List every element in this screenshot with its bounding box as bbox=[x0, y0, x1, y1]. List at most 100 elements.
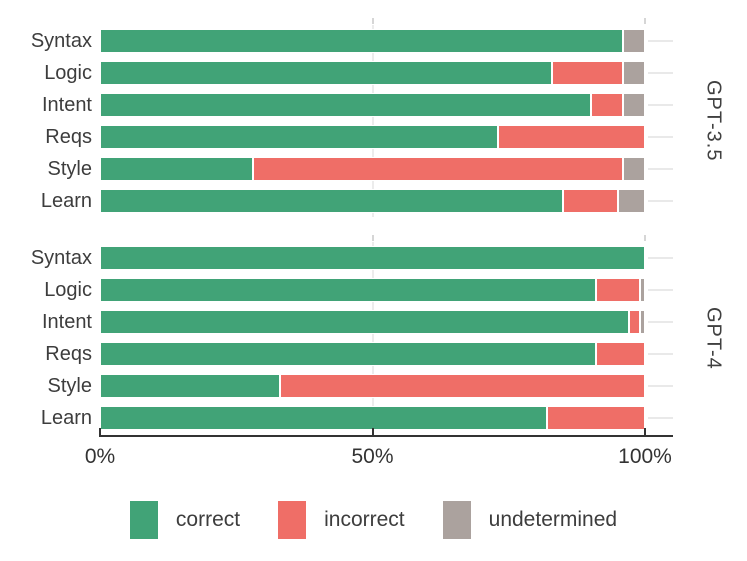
bar-row: Intent bbox=[0, 89, 747, 121]
x-axis-tick bbox=[371, 428, 374, 435]
row-right-tick bbox=[648, 168, 673, 170]
row-right-tick bbox=[648, 353, 673, 355]
bar-segment-incorrect bbox=[563, 189, 618, 213]
bar-segment-undetermined bbox=[623, 29, 645, 53]
facet-panel: Syntax Logic Intent Reqs Style Learn GPT-3.5 bbox=[0, 18, 747, 217]
bar-segment-incorrect bbox=[279, 374, 645, 398]
bar-row: Style bbox=[0, 370, 747, 402]
legend: correct incorrect undetermined bbox=[0, 499, 747, 541]
bar-track bbox=[100, 374, 645, 398]
x-axis-line bbox=[99, 435, 673, 437]
legend-item: incorrect bbox=[278, 501, 405, 539]
bar-segment-incorrect bbox=[546, 406, 645, 430]
bar-track bbox=[100, 310, 645, 334]
gridline-50 bbox=[371, 25, 374, 217]
x-axis-tick bbox=[99, 428, 101, 435]
category-label: Learn bbox=[40, 190, 92, 212]
bar-segment-correct bbox=[100, 342, 596, 366]
category-label: Syntax bbox=[30, 247, 92, 269]
bar-track bbox=[100, 29, 645, 53]
bar-segment-incorrect bbox=[552, 61, 624, 85]
bar-row: Logic bbox=[0, 57, 747, 89]
row-right-tick bbox=[648, 257, 673, 259]
legend-label: incorrect bbox=[324, 508, 405, 531]
bar-segment-undetermined bbox=[623, 157, 645, 181]
bar-track bbox=[100, 157, 645, 181]
bar-row: Style bbox=[0, 153, 747, 185]
panel-top-tick bbox=[644, 18, 646, 24]
row-right-tick bbox=[648, 385, 673, 387]
facet-strip-label: GPT-3.5 bbox=[702, 80, 725, 162]
panel-top-tick bbox=[371, 18, 374, 24]
bar-segment-incorrect bbox=[595, 342, 645, 366]
category-label: Style bbox=[47, 375, 92, 397]
bar-segment-correct bbox=[100, 406, 547, 430]
bar-row: Reqs bbox=[0, 121, 747, 153]
x-axis-tick-label: 0% bbox=[84, 445, 116, 468]
bar-track bbox=[100, 342, 645, 366]
row-right-tick bbox=[648, 289, 673, 291]
bar-row: Reqs bbox=[0, 338, 747, 370]
category-label: Style bbox=[47, 158, 92, 180]
category-label: Logic bbox=[44, 279, 92, 301]
legend-swatch-undetermined bbox=[442, 501, 471, 539]
x-axis-tick-label: 50% bbox=[351, 445, 394, 468]
bar-track bbox=[100, 246, 645, 270]
bar-segment-correct bbox=[100, 61, 553, 85]
bar-segment-correct bbox=[100, 125, 498, 149]
row-right-tick bbox=[648, 136, 673, 138]
bar-segment-correct bbox=[100, 278, 596, 302]
x-axis-tick-label: 100% bbox=[618, 445, 672, 468]
bar-segment-undetermined bbox=[617, 189, 645, 213]
bar-track bbox=[100, 125, 645, 149]
facet-panel: Syntax Logic Intent Reqs Style Learn GPT-4 bbox=[0, 235, 747, 434]
legend-label: undetermined bbox=[488, 508, 618, 531]
facet-strip-label: GPT-4 bbox=[702, 306, 725, 370]
row-right-tick bbox=[648, 72, 673, 74]
bar-segment-correct bbox=[100, 157, 253, 181]
bar-row: Learn bbox=[0, 402, 747, 434]
bar-segment-undetermined bbox=[639, 278, 645, 302]
bar-row: Intent bbox=[0, 306, 747, 338]
bar-track bbox=[100, 406, 645, 430]
legend-swatch-incorrect bbox=[278, 501, 307, 539]
bar-track bbox=[100, 189, 645, 213]
legend-item: correct bbox=[129, 501, 241, 539]
legend-label: correct bbox=[175, 508, 241, 531]
category-label: Reqs bbox=[45, 126, 92, 148]
bar-segment-incorrect bbox=[628, 310, 640, 334]
bar-row: Logic bbox=[0, 274, 747, 306]
bar-segment-undetermined bbox=[639, 310, 645, 334]
category-label: Syntax bbox=[30, 30, 92, 52]
bar-track bbox=[100, 61, 645, 85]
bar-segment-correct bbox=[100, 93, 591, 117]
bar-row: Syntax bbox=[0, 242, 747, 274]
bar-segment-undetermined bbox=[623, 61, 645, 85]
category-label: Intent bbox=[41, 311, 92, 333]
panel-top-tick bbox=[371, 235, 374, 241]
row-right-tick bbox=[648, 200, 673, 202]
bar-row: Syntax bbox=[0, 25, 747, 57]
bar-segment-correct bbox=[100, 29, 624, 53]
row-right-tick bbox=[648, 104, 673, 106]
bar-row: Learn bbox=[0, 185, 747, 217]
row-right-tick bbox=[648, 321, 673, 323]
category-label: Logic bbox=[44, 62, 92, 84]
legend-item: undetermined bbox=[442, 501, 618, 539]
bar-segment-incorrect bbox=[252, 157, 624, 181]
bar-track bbox=[100, 278, 645, 302]
bar-segment-correct bbox=[100, 246, 645, 270]
bar-track bbox=[100, 93, 645, 117]
bar-segment-correct bbox=[100, 374, 280, 398]
x-axis-tick bbox=[644, 428, 646, 435]
category-label: Reqs bbox=[45, 343, 92, 365]
gridline-50 bbox=[371, 242, 374, 434]
legend-swatch-correct bbox=[129, 501, 158, 539]
bar-segment-correct bbox=[100, 310, 629, 334]
bar-segment-incorrect bbox=[497, 125, 645, 149]
bar-segment-incorrect bbox=[590, 93, 624, 117]
bar-segment-incorrect bbox=[595, 278, 640, 302]
bar-segment-correct bbox=[100, 189, 564, 213]
panel-top-tick bbox=[644, 235, 646, 241]
